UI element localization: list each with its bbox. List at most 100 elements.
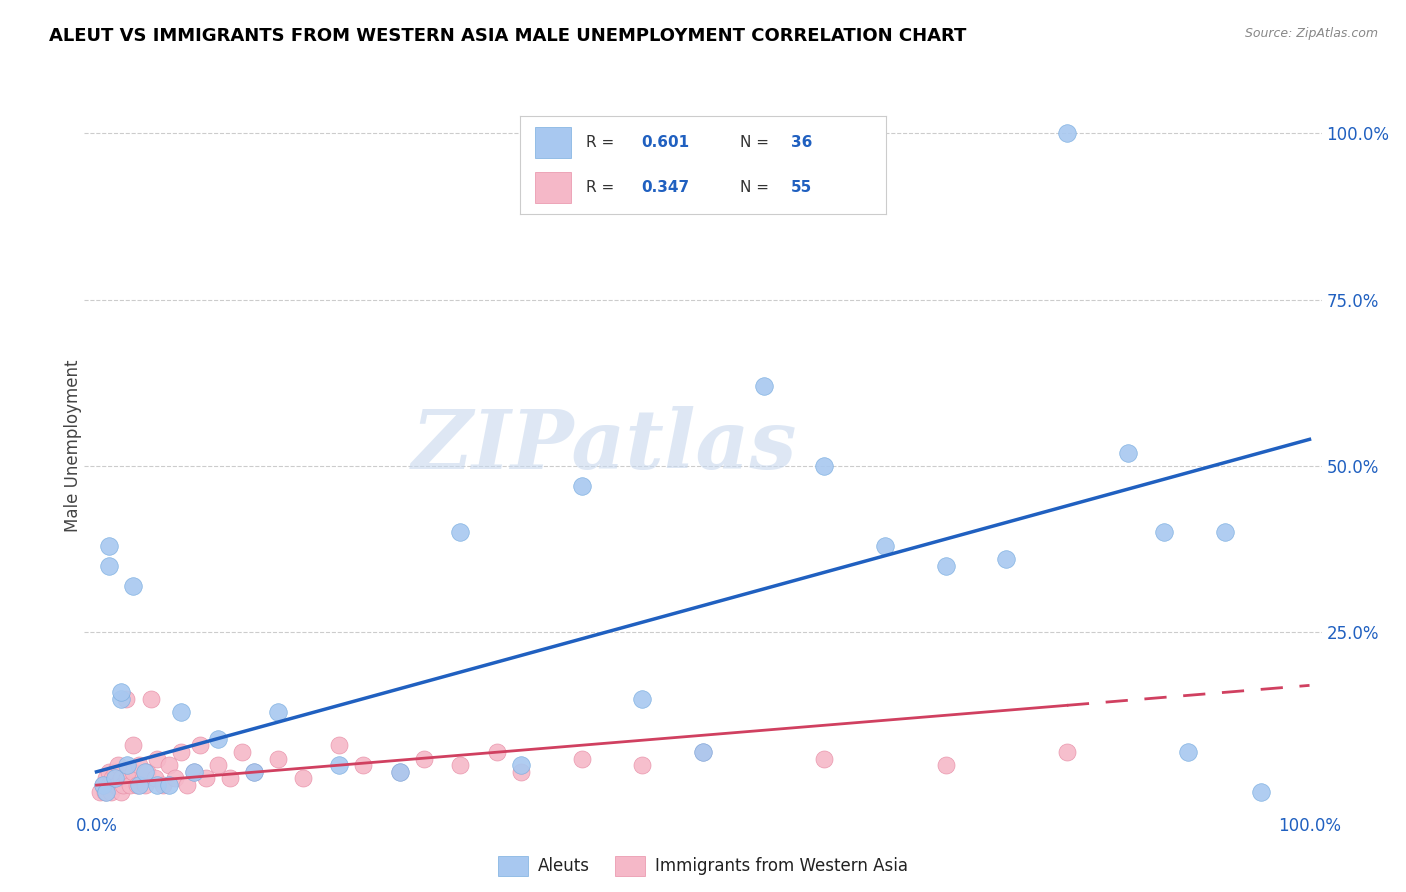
Point xyxy=(510,758,533,772)
Bar xyxy=(534,172,571,203)
Point xyxy=(112,778,135,792)
Point xyxy=(231,745,253,759)
Point xyxy=(219,772,242,786)
Point xyxy=(243,764,266,779)
Point xyxy=(449,525,471,540)
Bar xyxy=(534,127,571,158)
Point xyxy=(96,785,118,799)
Point xyxy=(183,764,205,779)
Point xyxy=(388,764,411,779)
Point xyxy=(146,778,169,792)
Text: 0.347: 0.347 xyxy=(641,180,689,195)
Point xyxy=(146,751,169,765)
Point xyxy=(122,579,145,593)
Point xyxy=(134,778,156,792)
Point xyxy=(107,758,129,772)
Point xyxy=(207,731,229,746)
Point xyxy=(1213,525,1236,540)
Point xyxy=(571,751,593,765)
Point xyxy=(91,778,114,792)
Point xyxy=(207,758,229,772)
Point xyxy=(104,764,127,779)
Point xyxy=(122,764,145,779)
Text: 36: 36 xyxy=(790,135,813,150)
Point xyxy=(122,738,145,752)
Point xyxy=(131,772,153,786)
Point xyxy=(105,778,128,792)
Point xyxy=(115,758,138,772)
Point xyxy=(101,772,124,786)
Point xyxy=(89,785,111,799)
Point xyxy=(104,778,127,792)
Point xyxy=(152,778,174,792)
Point xyxy=(183,764,205,779)
Point xyxy=(104,772,127,786)
Point xyxy=(267,751,290,765)
Point xyxy=(692,745,714,759)
Point xyxy=(194,772,217,786)
Text: N =: N = xyxy=(740,135,773,150)
Point xyxy=(110,685,132,699)
Text: ALEUT VS IMMIGRANTS FROM WESTERN ASIA MALE UNEMPLOYMENT CORRELATION CHART: ALEUT VS IMMIGRANTS FROM WESTERN ASIA MA… xyxy=(49,27,966,45)
Point xyxy=(291,772,314,786)
Point xyxy=(120,778,142,792)
Point xyxy=(873,539,896,553)
Point xyxy=(91,778,114,792)
Point xyxy=(571,479,593,493)
Point xyxy=(935,558,957,573)
Point xyxy=(139,691,162,706)
Point xyxy=(328,758,350,772)
Point xyxy=(125,778,148,792)
Point xyxy=(97,539,120,553)
Point xyxy=(388,764,411,779)
Text: Source: ZipAtlas.com: Source: ZipAtlas.com xyxy=(1244,27,1378,40)
Point xyxy=(1250,785,1272,799)
Point xyxy=(96,772,118,786)
Text: R =: R = xyxy=(586,135,619,150)
Point xyxy=(413,751,436,765)
Point xyxy=(692,745,714,759)
Point xyxy=(136,764,159,779)
Point xyxy=(128,778,150,792)
Point xyxy=(176,778,198,792)
Point xyxy=(1153,525,1175,540)
Point xyxy=(97,778,120,792)
Legend: Aleuts, Immigrants from Western Asia: Aleuts, Immigrants from Western Asia xyxy=(489,848,917,884)
Point xyxy=(157,758,180,772)
Point xyxy=(752,379,775,393)
Point xyxy=(1056,127,1078,141)
Point xyxy=(510,764,533,779)
Text: N =: N = xyxy=(740,180,773,195)
Point xyxy=(165,772,187,786)
Text: ZIPatlas: ZIPatlas xyxy=(412,406,797,486)
Point xyxy=(813,458,835,473)
Point xyxy=(110,772,132,786)
Point xyxy=(1177,745,1199,759)
Point xyxy=(935,758,957,772)
Point xyxy=(97,764,120,779)
Point xyxy=(115,772,138,786)
Point xyxy=(134,764,156,779)
Point xyxy=(631,758,654,772)
Point xyxy=(100,785,122,799)
Point xyxy=(352,758,374,772)
Point xyxy=(170,705,193,719)
Text: 0.601: 0.601 xyxy=(641,135,689,150)
Point xyxy=(485,745,508,759)
Point xyxy=(110,785,132,799)
Point xyxy=(94,785,117,799)
Point xyxy=(128,758,150,772)
Point xyxy=(1056,745,1078,759)
Text: 55: 55 xyxy=(790,180,813,195)
Point xyxy=(267,705,290,719)
Point xyxy=(97,558,120,573)
Point xyxy=(995,552,1018,566)
Point xyxy=(110,691,132,706)
Point xyxy=(170,745,193,759)
Point xyxy=(449,758,471,772)
Text: R =: R = xyxy=(586,180,619,195)
Point xyxy=(813,751,835,765)
Point xyxy=(188,738,211,752)
Point xyxy=(243,764,266,779)
Point xyxy=(157,778,180,792)
